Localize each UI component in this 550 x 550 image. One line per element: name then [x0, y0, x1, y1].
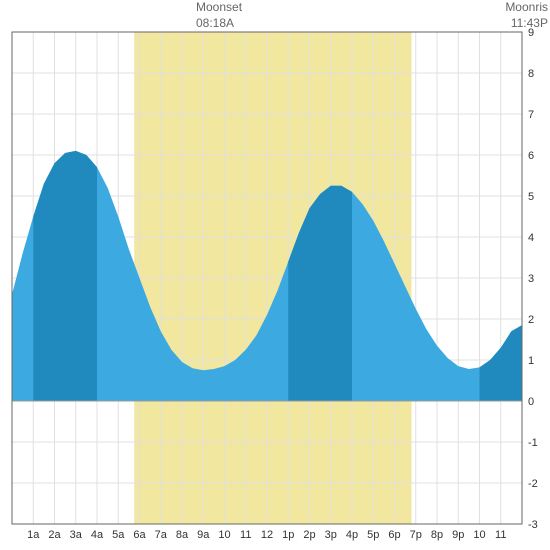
svg-text:6p: 6p: [388, 529, 400, 541]
svg-text:4a: 4a: [91, 529, 104, 541]
svg-text:3a: 3a: [70, 529, 83, 541]
svg-text:1p: 1p: [282, 529, 294, 541]
svg-text:7a: 7a: [155, 529, 168, 541]
svg-text:12: 12: [261, 529, 273, 541]
svg-text:3p: 3p: [325, 529, 337, 541]
svg-text:8a: 8a: [176, 529, 189, 541]
svg-text:2p: 2p: [303, 529, 315, 541]
moonset-time: 08:18A: [196, 16, 242, 32]
svg-text:6: 6: [528, 150, 534, 162]
svg-text:8p: 8p: [431, 529, 443, 541]
svg-text:-1: -1: [528, 437, 538, 449]
svg-text:1: 1: [528, 355, 534, 367]
moonset-annotation: Moonset 08:18A: [196, 0, 242, 31]
tide-chart: Moonset 08:18A Moonris 11:43P -3-2-10123…: [0, 0, 550, 550]
svg-text:10: 10: [218, 529, 230, 541]
svg-text:1a: 1a: [27, 529, 40, 541]
svg-text:11: 11: [240, 529, 251, 541]
svg-text:7p: 7p: [410, 529, 422, 541]
chart-svg: -3-2-101234567891a2a3a4a5a6a7a8a9a101112…: [0, 0, 550, 550]
svg-text:10: 10: [473, 529, 485, 541]
svg-text:11: 11: [495, 529, 506, 541]
svg-text:-2: -2: [528, 478, 538, 490]
svg-text:0: 0: [528, 396, 534, 408]
svg-text:9p: 9p: [452, 529, 464, 541]
moonset-title: Moonset: [196, 0, 242, 16]
moonrise-title: Moonris: [505, 0, 548, 16]
svg-text:4p: 4p: [346, 529, 358, 541]
svg-text:5: 5: [528, 191, 534, 203]
svg-text:-3: -3: [528, 519, 538, 531]
svg-text:6a: 6a: [133, 529, 146, 541]
svg-text:2a: 2a: [48, 529, 61, 541]
svg-text:7: 7: [528, 109, 534, 121]
svg-text:3: 3: [528, 273, 534, 285]
svg-text:4: 4: [528, 232, 534, 244]
svg-text:5p: 5p: [367, 529, 379, 541]
svg-text:8: 8: [528, 68, 534, 80]
svg-text:5a: 5a: [112, 529, 125, 541]
svg-text:2: 2: [528, 314, 534, 326]
svg-text:9a: 9a: [197, 529, 210, 541]
moonrise-time: 11:43P: [505, 16, 548, 32]
moonrise-annotation: Moonris 11:43P: [505, 0, 548, 31]
